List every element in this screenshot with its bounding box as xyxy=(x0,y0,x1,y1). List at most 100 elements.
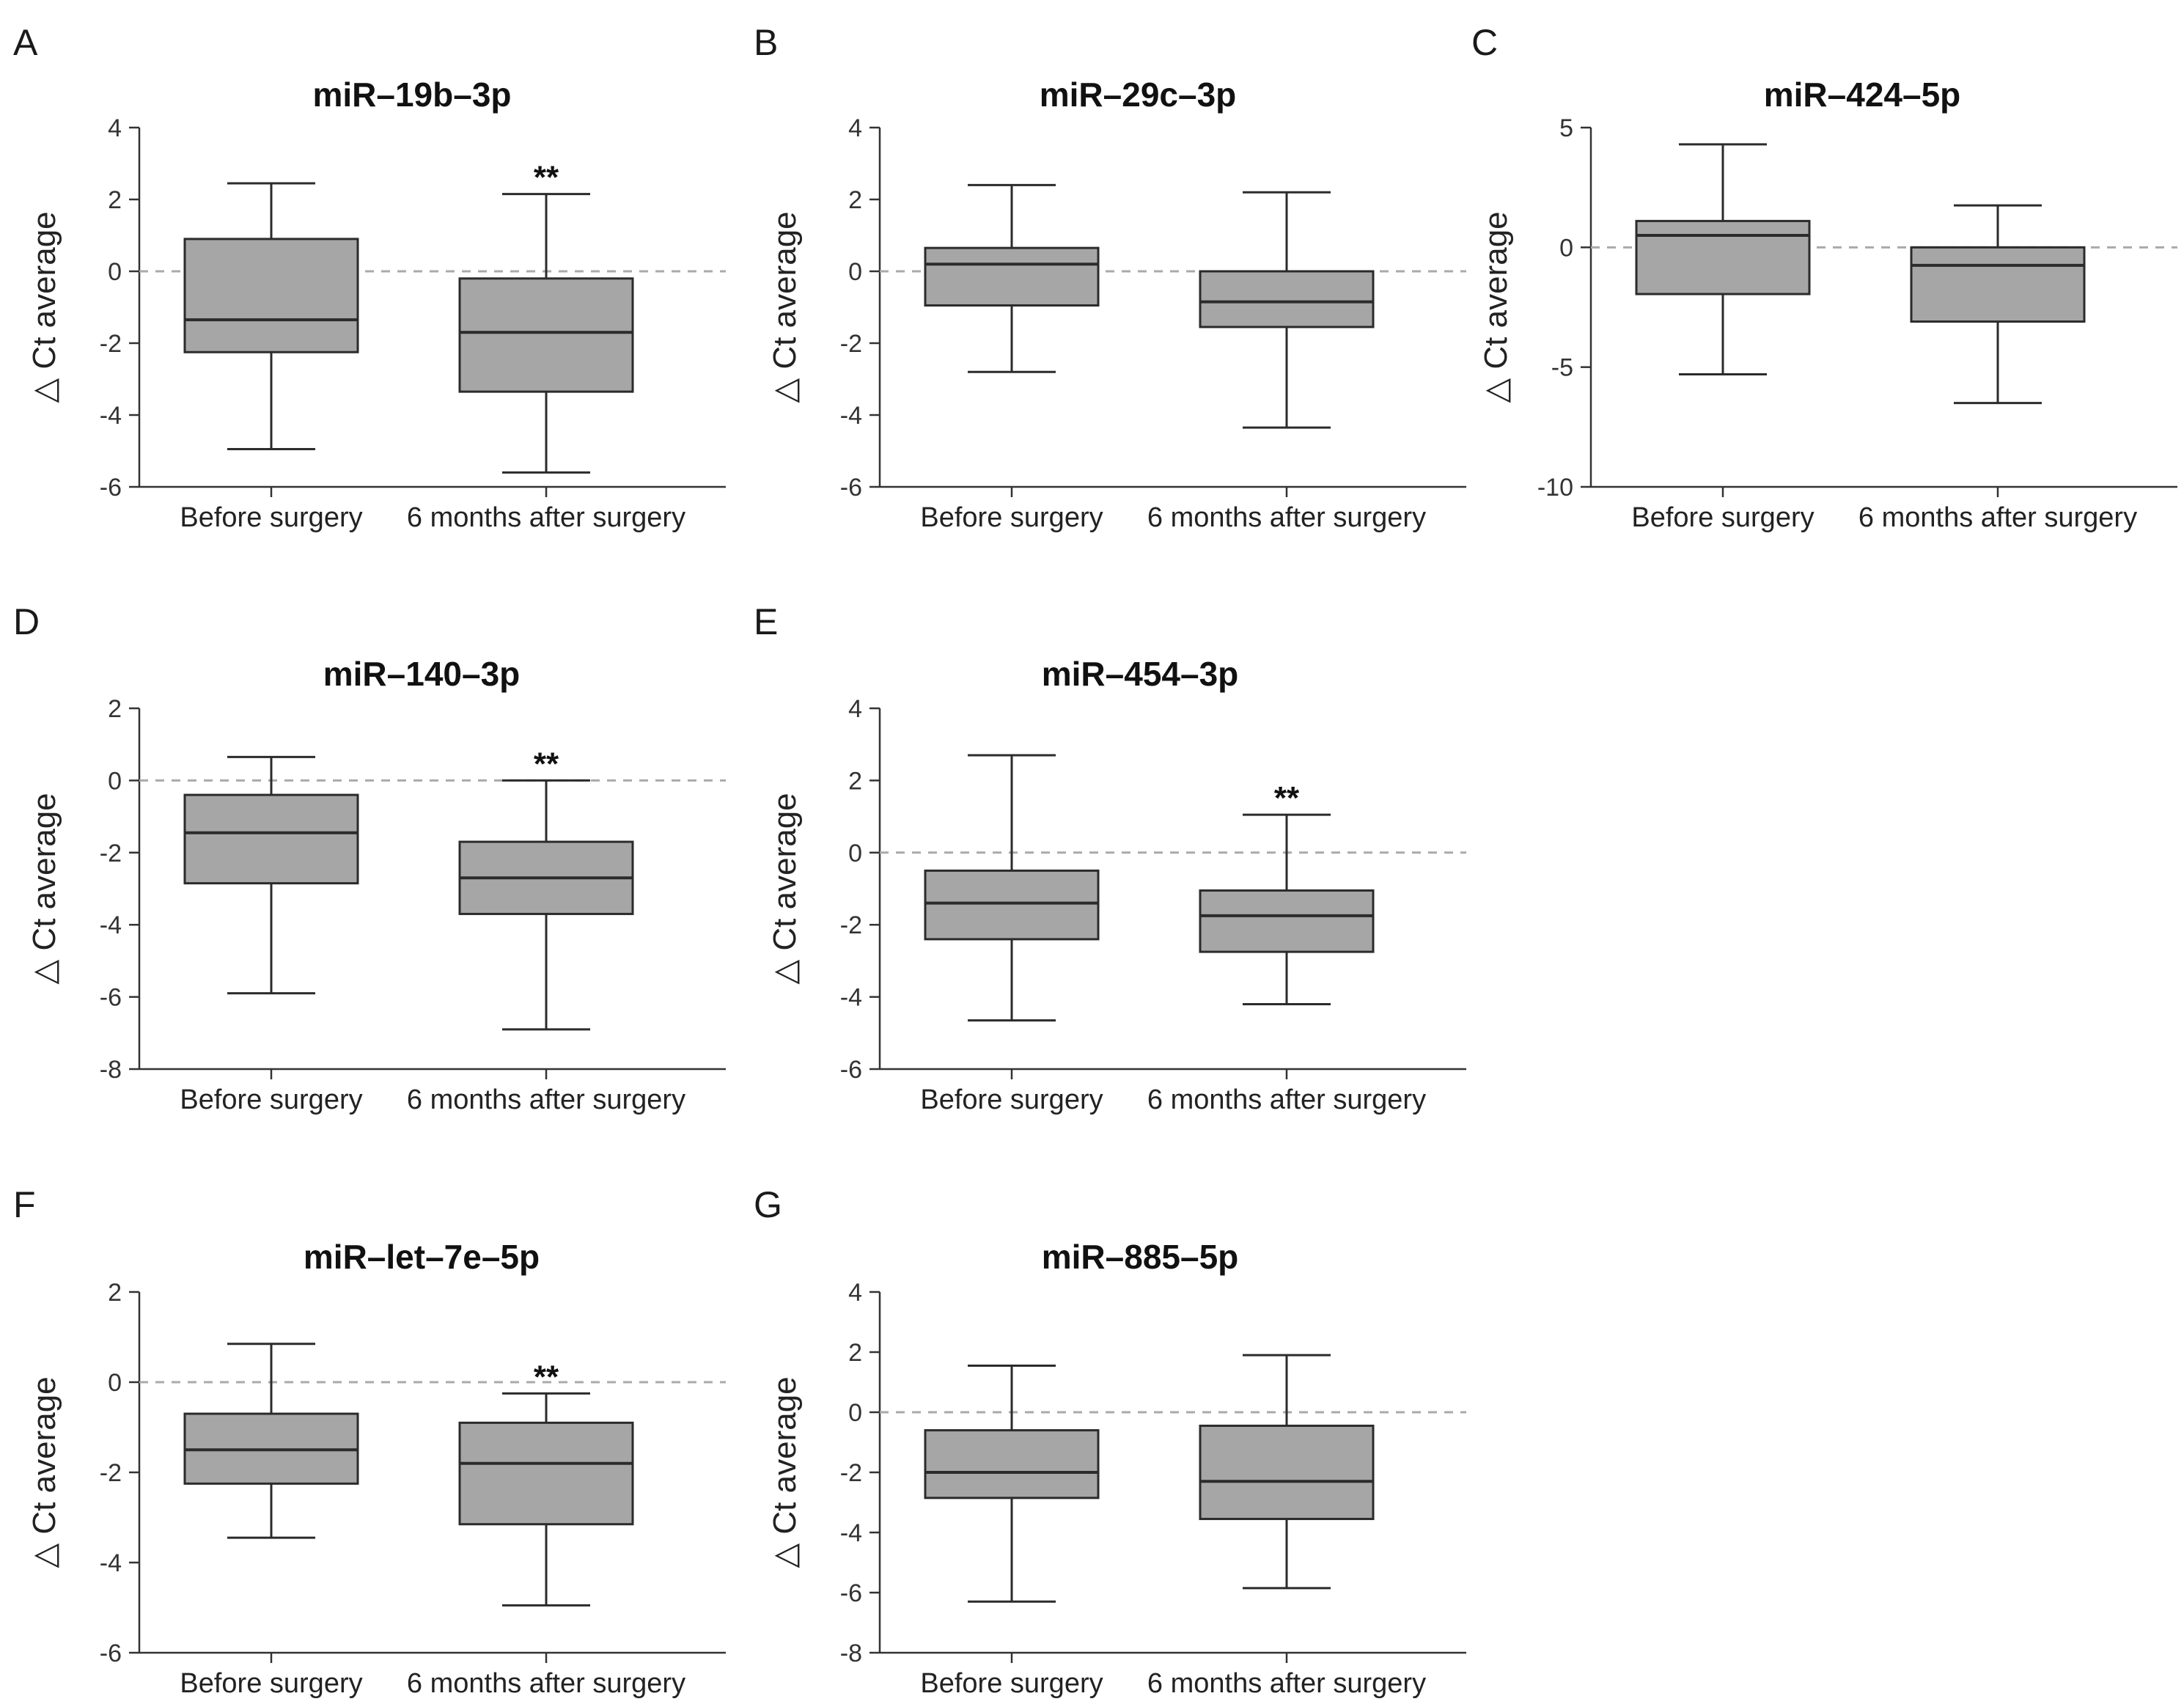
y-axis-label: △ Ct average xyxy=(26,211,62,403)
chart-title: miR–140–3p xyxy=(323,655,521,693)
chart-title: miR–885–5p xyxy=(1042,1238,1239,1276)
x-category-label: Before surgery xyxy=(920,1668,1103,1699)
y-tick-label: -4 xyxy=(840,984,862,1012)
y-tick-label: 0 xyxy=(1559,234,1573,262)
y-tick-label: -2 xyxy=(840,1459,862,1487)
y-axis-label: △ Ct average xyxy=(767,1376,803,1568)
x-category-label: 6 months after surgery xyxy=(1858,502,2137,533)
y-axis-label: △ Ct average xyxy=(767,211,803,403)
chart-title: miR–19b–3p xyxy=(312,76,511,114)
iqr-box xyxy=(924,1429,1100,1499)
y-tick-label: -2 xyxy=(100,840,122,867)
y-tick-label: 2 xyxy=(108,695,122,723)
box-after-surgery: ** xyxy=(458,746,634,1031)
chart-title: miR–let–7e–5p xyxy=(304,1238,540,1276)
x-category-label: 6 months after surgery xyxy=(1147,1084,1426,1115)
y-tick-label: -10 xyxy=(1537,474,1573,502)
y-axis-label: △ Ct average xyxy=(1478,211,1514,403)
y-tick-label: 0 xyxy=(848,258,862,286)
x-category-label: 6 months after surgery xyxy=(407,1084,685,1115)
y-tick-label: -6 xyxy=(100,474,122,502)
box-after-surgery: ** xyxy=(1199,780,1375,1005)
y-axis-label: △ Ct average xyxy=(767,793,803,984)
x-category-label: Before surgery xyxy=(920,1084,1103,1115)
y-tick-label: 2 xyxy=(848,186,862,214)
panel-letter: D xyxy=(13,601,40,642)
box-after-surgery xyxy=(1910,204,2086,405)
y-tick-label: -8 xyxy=(840,1640,862,1667)
iqr-box xyxy=(183,238,359,353)
y-tick-label: -4 xyxy=(100,402,122,430)
y-tick-label: -6 xyxy=(100,984,122,1012)
y-tick-label: -6 xyxy=(840,1579,862,1607)
y-axis-label: △ Ct average xyxy=(26,1376,62,1568)
y-tick-label: -4 xyxy=(840,1519,862,1547)
significance-marker: ** xyxy=(534,160,559,196)
x-category-label: 6 months after surgery xyxy=(407,502,685,533)
y-tick-label: -2 xyxy=(100,1459,122,1487)
panel-letter: F xyxy=(13,1184,36,1225)
y-tick-label: 0 xyxy=(108,767,122,795)
x-category-label: Before surgery xyxy=(180,1084,362,1115)
iqr-box xyxy=(1635,219,1811,295)
box-before-surgery xyxy=(1635,143,1811,375)
panel-letter: C xyxy=(1471,22,1498,63)
box-after-surgery: ** xyxy=(458,160,634,474)
chart-title: miR–424–5p xyxy=(1764,76,1961,114)
y-tick-label: 5 xyxy=(1559,114,1573,142)
box-before-surgery xyxy=(183,1343,359,1539)
y-tick-label: -8 xyxy=(100,1056,122,1084)
y-tick-label: 2 xyxy=(848,767,862,795)
iqr-box xyxy=(1199,270,1375,328)
x-category-label: Before surgery xyxy=(1631,502,1814,533)
x-category-label: 6 months after surgery xyxy=(1147,1668,1426,1699)
x-category-label: 6 months after surgery xyxy=(1147,502,1426,533)
y-tick-label: -6 xyxy=(100,1640,122,1667)
y-tick-label: 2 xyxy=(108,186,122,214)
panel-letter: B xyxy=(754,22,778,63)
box-after-surgery: ** xyxy=(458,1359,634,1607)
y-tick-label: 2 xyxy=(848,1339,862,1367)
significance-marker: ** xyxy=(1274,780,1300,816)
iqr-box xyxy=(924,869,1100,941)
significance-marker: ** xyxy=(534,1359,559,1395)
chart-title: miR–29c–3p xyxy=(1040,76,1237,114)
y-tick-label: -6 xyxy=(840,1056,862,1084)
y-tick-label: -5 xyxy=(1551,354,1573,382)
box-before-surgery xyxy=(924,1364,1100,1603)
y-tick-label: 0 xyxy=(848,840,862,867)
y-tick-label: -2 xyxy=(840,911,862,939)
box-after-surgery xyxy=(1199,191,1375,429)
x-category-label: 6 months after surgery xyxy=(407,1668,685,1699)
significance-marker: ** xyxy=(534,746,559,782)
panel-letter: A xyxy=(13,22,38,63)
y-tick-label: 0 xyxy=(108,258,122,286)
iqr-box xyxy=(924,246,1100,307)
y-tick-label: 0 xyxy=(848,1399,862,1427)
x-category-label: Before surgery xyxy=(180,502,362,533)
chart-title: miR–454–3p xyxy=(1042,655,1239,693)
y-tick-label: 0 xyxy=(108,1369,122,1397)
y-tick-label: 2 xyxy=(108,1279,122,1307)
y-tick-label: -4 xyxy=(100,911,122,939)
box-before-surgery xyxy=(924,183,1100,373)
box-before-surgery xyxy=(183,755,359,995)
box-before-surgery xyxy=(183,182,359,451)
y-tick-label: -4 xyxy=(100,1549,122,1577)
box-before-surgery xyxy=(924,754,1100,1022)
y-tick-label: 4 xyxy=(108,114,122,142)
y-tick-label: -2 xyxy=(840,330,862,358)
panel-letter: G xyxy=(754,1184,782,1225)
iqr-box xyxy=(1910,246,2086,323)
box-after-surgery xyxy=(1199,1354,1375,1590)
iqr-box xyxy=(458,277,634,393)
x-category-label: Before surgery xyxy=(180,1668,362,1699)
y-tick-label: 4 xyxy=(848,114,862,142)
